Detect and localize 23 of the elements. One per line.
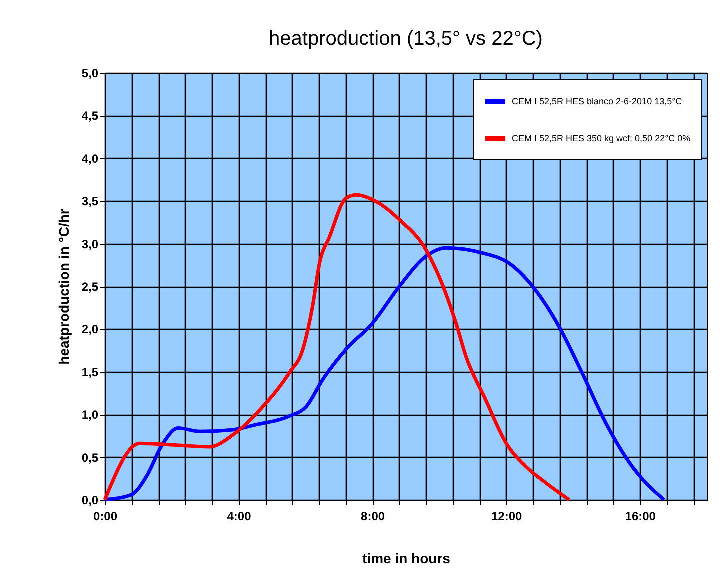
legend-label: CEM I 52,5R HES 350 kg wcf: 0,50 22°C 0%	[512, 134, 691, 144]
x-tick-label: 16:00	[625, 510, 656, 524]
y-tick-label: 5,0	[82, 66, 99, 80]
line-series	[103, 193, 571, 502]
line-series	[103, 246, 666, 502]
y-tick-label: 2,5	[82, 280, 99, 294]
y-tick-label: 3,5	[82, 194, 99, 209]
y-tick-label: 0,0	[82, 494, 99, 508]
x-axis-title: time in hours	[362, 550, 451, 566]
chart-title: heatproduction (13,5° vs 22°C)	[269, 28, 543, 50]
x-tick-label: 4:00	[227, 510, 252, 524]
y-tick-label: 3,0	[82, 237, 99, 252]
y-tick-label: 1,0	[82, 408, 99, 422]
x-tick-label: 0:00	[93, 510, 118, 524]
y-tick-label: 4,0	[82, 152, 99, 166]
legend-label: CEM I 52,5R HES blanco 2-6-2010 13,5°C	[512, 96, 683, 106]
y-tick-label: 0,5	[82, 450, 99, 465]
y-tick-label: 1,5	[82, 365, 99, 380]
y-tick-label: 4,5	[82, 109, 99, 124]
y-axis-title: heatproduction in °C/hr	[56, 208, 72, 365]
x-tick-label: 12:00	[491, 510, 522, 524]
x-tick-label: 8:00	[361, 510, 386, 524]
y-tick-label: 2,0	[82, 322, 99, 337]
